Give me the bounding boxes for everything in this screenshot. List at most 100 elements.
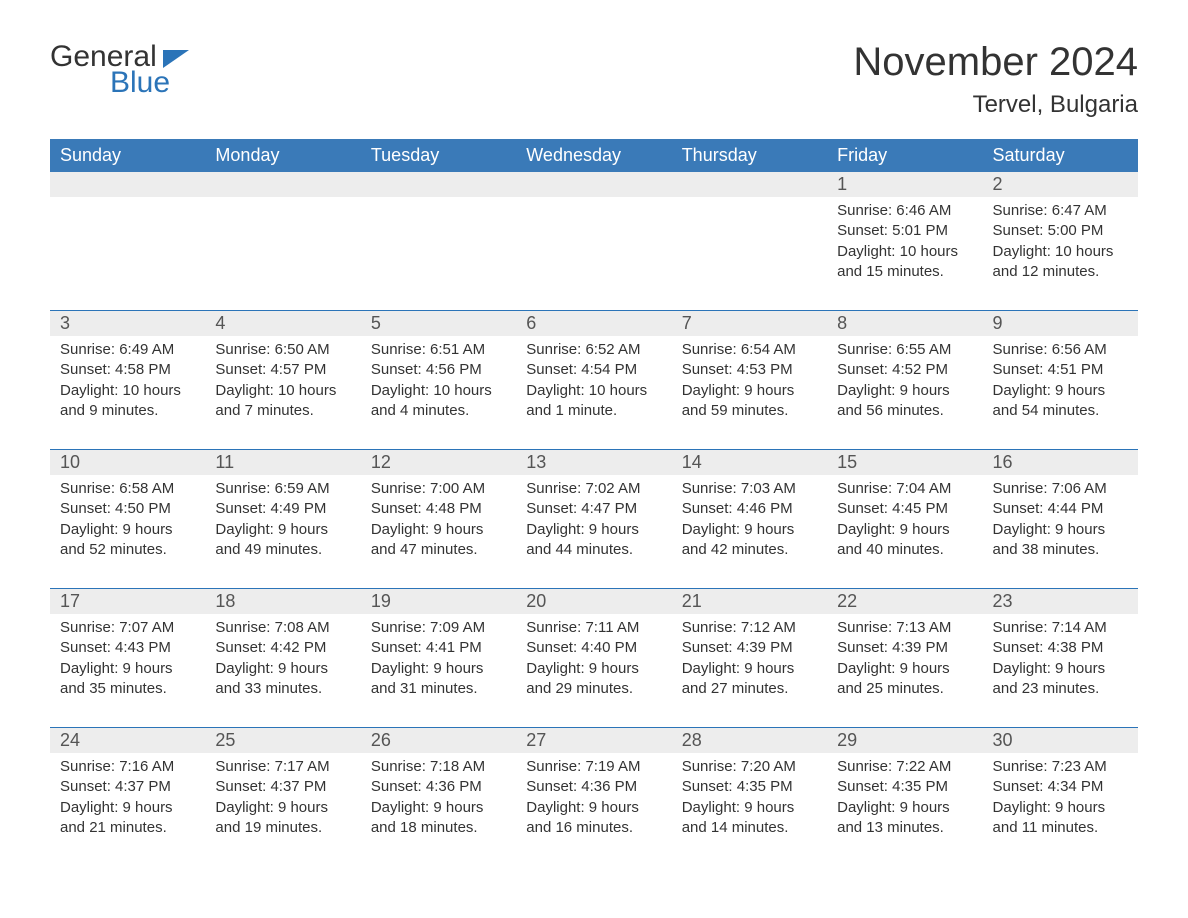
logo-sail-icon <box>163 50 189 68</box>
day-info: Sunrise: 6:47 AMSunset: 5:00 PMDaylight:… <box>983 197 1138 282</box>
day-cell: 1Sunrise: 6:46 AMSunset: 5:01 PMDaylight… <box>827 172 982 311</box>
day-cell: 17Sunrise: 7:07 AMSunset: 4:43 PMDayligh… <box>50 589 205 728</box>
day-number: 18 <box>205 589 360 614</box>
day-cell: 22Sunrise: 7:13 AMSunset: 4:39 PMDayligh… <box>827 589 982 728</box>
day-info: Sunrise: 6:55 AMSunset: 4:52 PMDaylight:… <box>827 336 982 421</box>
dayname-friday: Friday <box>827 139 982 172</box>
sunrise-line: Sunrise: 7:06 AM <box>993 479 1128 499</box>
daylight-line: Daylight: 9 hours and 59 minutes. <box>682 381 817 422</box>
daylight-line: Daylight: 10 hours and 4 minutes. <box>371 381 506 422</box>
day-cell: 7Sunrise: 6:54 AMSunset: 4:53 PMDaylight… <box>672 311 827 450</box>
day-info: Sunrise: 7:00 AMSunset: 4:48 PMDaylight:… <box>361 475 516 560</box>
day-cell: 28Sunrise: 7:20 AMSunset: 4:35 PMDayligh… <box>672 728 827 867</box>
calendar-body: 1Sunrise: 6:46 AMSunset: 5:01 PMDaylight… <box>50 172 1138 866</box>
daylight-line: Daylight: 9 hours and 42 minutes. <box>682 520 817 561</box>
sunrise-line: Sunrise: 7:09 AM <box>371 618 506 638</box>
sunset-line: Sunset: 4:47 PM <box>526 499 661 519</box>
day-info: Sunrise: 7:04 AMSunset: 4:45 PMDaylight:… <box>827 475 982 560</box>
daylight-line: Daylight: 9 hours and 25 minutes. <box>837 659 972 700</box>
sunrise-line: Sunrise: 7:19 AM <box>526 757 661 777</box>
day-info: Sunrise: 7:14 AMSunset: 4:38 PMDaylight:… <box>983 614 1138 699</box>
day-cell <box>50 172 205 311</box>
sunrise-line: Sunrise: 7:08 AM <box>215 618 350 638</box>
sunset-line: Sunset: 4:42 PM <box>215 638 350 658</box>
day-number: 13 <box>516 450 671 475</box>
daylight-line: Daylight: 9 hours and 29 minutes. <box>526 659 661 700</box>
sunrise-line: Sunrise: 7:12 AM <box>682 618 817 638</box>
day-info: Sunrise: 7:23 AMSunset: 4:34 PMDaylight:… <box>983 753 1138 838</box>
day-number: 12 <box>361 450 516 475</box>
sunset-line: Sunset: 4:44 PM <box>993 499 1128 519</box>
day-info: Sunrise: 6:59 AMSunset: 4:49 PMDaylight:… <box>205 475 360 560</box>
month-title: November 2024 <box>853 40 1138 85</box>
day-info: Sunrise: 7:18 AMSunset: 4:36 PMDaylight:… <box>361 753 516 838</box>
sunset-line: Sunset: 4:35 PM <box>837 777 972 797</box>
sunrise-line: Sunrise: 7:11 AM <box>526 618 661 638</box>
sunrise-line: Sunrise: 7:22 AM <box>837 757 972 777</box>
sunset-line: Sunset: 4:50 PM <box>60 499 195 519</box>
day-cell: 6Sunrise: 6:52 AMSunset: 4:54 PMDaylight… <box>516 311 671 450</box>
day-cell: 18Sunrise: 7:08 AMSunset: 4:42 PMDayligh… <box>205 589 360 728</box>
sunset-line: Sunset: 4:38 PM <box>993 638 1128 658</box>
day-info: Sunrise: 7:07 AMSunset: 4:43 PMDaylight:… <box>50 614 205 699</box>
sunset-line: Sunset: 4:43 PM <box>60 638 195 658</box>
day-info: Sunrise: 6:49 AMSunset: 4:58 PMDaylight:… <box>50 336 205 421</box>
sunrise-line: Sunrise: 6:54 AM <box>682 340 817 360</box>
day-cell: 25Sunrise: 7:17 AMSunset: 4:37 PMDayligh… <box>205 728 360 867</box>
day-number <box>50 172 205 197</box>
day-info: Sunrise: 7:22 AMSunset: 4:35 PMDaylight:… <box>827 753 982 838</box>
sunset-line: Sunset: 4:46 PM <box>682 499 817 519</box>
day-info: Sunrise: 6:52 AMSunset: 4:54 PMDaylight:… <box>516 336 671 421</box>
day-number: 23 <box>983 589 1138 614</box>
sunset-line: Sunset: 4:36 PM <box>371 777 506 797</box>
daylight-line: Daylight: 9 hours and 19 minutes. <box>215 798 350 839</box>
day-number: 20 <box>516 589 671 614</box>
daylight-line: Daylight: 9 hours and 35 minutes. <box>60 659 195 700</box>
day-number <box>672 172 827 197</box>
daylight-line: Daylight: 9 hours and 21 minutes. <box>60 798 195 839</box>
sunrise-line: Sunrise: 6:58 AM <box>60 479 195 499</box>
day-info: Sunrise: 6:51 AMSunset: 4:56 PMDaylight:… <box>361 336 516 421</box>
day-info: Sunrise: 7:13 AMSunset: 4:39 PMDaylight:… <box>827 614 982 699</box>
day-cell: 16Sunrise: 7:06 AMSunset: 4:44 PMDayligh… <box>983 450 1138 589</box>
day-number: 11 <box>205 450 360 475</box>
day-cell: 26Sunrise: 7:18 AMSunset: 4:36 PMDayligh… <box>361 728 516 867</box>
sunrise-line: Sunrise: 7:03 AM <box>682 479 817 499</box>
sunrise-line: Sunrise: 6:49 AM <box>60 340 195 360</box>
day-info: Sunrise: 7:12 AMSunset: 4:39 PMDaylight:… <box>672 614 827 699</box>
day-cell: 14Sunrise: 7:03 AMSunset: 4:46 PMDayligh… <box>672 450 827 589</box>
sunrise-line: Sunrise: 7:02 AM <box>526 479 661 499</box>
daylight-line: Daylight: 9 hours and 16 minutes. <box>526 798 661 839</box>
daylight-line: Daylight: 9 hours and 31 minutes. <box>371 659 506 700</box>
logo-text-blue: Blue <box>110 66 170 100</box>
week-row: 3Sunrise: 6:49 AMSunset: 4:58 PMDaylight… <box>50 311 1138 450</box>
sunset-line: Sunset: 4:37 PM <box>215 777 350 797</box>
day-cell <box>361 172 516 311</box>
day-cell: 29Sunrise: 7:22 AMSunset: 4:35 PMDayligh… <box>827 728 982 867</box>
day-cell: 13Sunrise: 7:02 AMSunset: 4:47 PMDayligh… <box>516 450 671 589</box>
day-cell: 27Sunrise: 7:19 AMSunset: 4:36 PMDayligh… <box>516 728 671 867</box>
week-row: 10Sunrise: 6:58 AMSunset: 4:50 PMDayligh… <box>50 450 1138 589</box>
dayname-sunday: Sunday <box>50 139 205 172</box>
day-info: Sunrise: 6:50 AMSunset: 4:57 PMDaylight:… <box>205 336 360 421</box>
day-info: Sunrise: 6:58 AMSunset: 4:50 PMDaylight:… <box>50 475 205 560</box>
day-info: Sunrise: 7:19 AMSunset: 4:36 PMDaylight:… <box>516 753 671 838</box>
sunset-line: Sunset: 4:35 PM <box>682 777 817 797</box>
day-number: 3 <box>50 311 205 336</box>
sunset-line: Sunset: 4:37 PM <box>60 777 195 797</box>
day-number: 29 <box>827 728 982 753</box>
day-number: 6 <box>516 311 671 336</box>
day-cell: 20Sunrise: 7:11 AMSunset: 4:40 PMDayligh… <box>516 589 671 728</box>
daylight-line: Daylight: 9 hours and 13 minutes. <box>837 798 972 839</box>
sunrise-line: Sunrise: 7:20 AM <box>682 757 817 777</box>
day-number: 10 <box>50 450 205 475</box>
daylight-line: Daylight: 10 hours and 1 minute. <box>526 381 661 422</box>
day-cell: 24Sunrise: 7:16 AMSunset: 4:37 PMDayligh… <box>50 728 205 867</box>
sunset-line: Sunset: 4:52 PM <box>837 360 972 380</box>
sunrise-line: Sunrise: 7:00 AM <box>371 479 506 499</box>
sunset-line: Sunset: 4:45 PM <box>837 499 972 519</box>
day-number: 9 <box>983 311 1138 336</box>
day-number <box>205 172 360 197</box>
dayname-saturday: Saturday <box>983 139 1138 172</box>
daylight-line: Daylight: 9 hours and 38 minutes. <box>993 520 1128 561</box>
